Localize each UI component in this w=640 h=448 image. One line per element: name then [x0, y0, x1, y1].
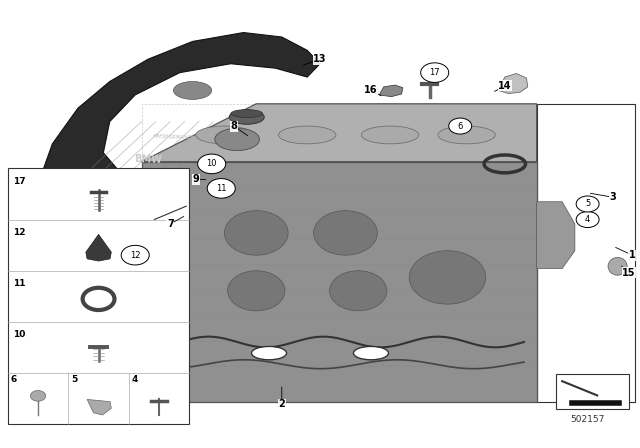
Polygon shape	[33, 33, 320, 220]
Circle shape	[409, 251, 486, 304]
Text: MPERFORMANCE: MPERFORMANCE	[152, 134, 195, 140]
Ellipse shape	[252, 346, 287, 360]
Text: 10: 10	[13, 330, 25, 339]
Text: 14: 14	[498, 81, 511, 91]
Text: 8: 8	[230, 121, 237, 131]
Circle shape	[576, 196, 599, 212]
Ellipse shape	[362, 126, 419, 144]
Circle shape	[330, 271, 387, 311]
Bar	[556, 374, 629, 409]
Text: 2: 2	[278, 399, 285, 409]
Circle shape	[449, 118, 472, 134]
Text: 17: 17	[429, 68, 440, 77]
Text: 12: 12	[130, 251, 140, 260]
Circle shape	[121, 246, 149, 265]
Ellipse shape	[143, 346, 178, 360]
Text: 1: 1	[629, 250, 636, 260]
Text: 13: 13	[313, 54, 327, 64]
Polygon shape	[141, 104, 537, 162]
Polygon shape	[499, 73, 528, 94]
Ellipse shape	[215, 128, 259, 151]
Text: 5: 5	[585, 199, 590, 208]
Polygon shape	[380, 85, 403, 97]
Ellipse shape	[278, 126, 336, 144]
Text: 12: 12	[13, 228, 26, 237]
Text: 3: 3	[610, 192, 616, 202]
Bar	[141, 104, 632, 402]
Polygon shape	[86, 234, 111, 261]
Text: 9: 9	[193, 174, 199, 185]
Text: 5: 5	[72, 375, 77, 384]
Bar	[537, 104, 636, 402]
Polygon shape	[537, 202, 575, 268]
Text: BMW: BMW	[134, 154, 162, 165]
Ellipse shape	[353, 346, 388, 360]
Circle shape	[228, 271, 285, 311]
Text: 7: 7	[167, 219, 173, 229]
Ellipse shape	[438, 126, 495, 144]
Text: 11: 11	[216, 184, 227, 193]
Circle shape	[30, 391, 45, 401]
Polygon shape	[205, 180, 320, 215]
Ellipse shape	[196, 126, 253, 144]
Ellipse shape	[608, 258, 627, 275]
Text: 6: 6	[458, 121, 463, 130]
Text: 6: 6	[11, 375, 17, 384]
Bar	[141, 162, 537, 402]
Ellipse shape	[231, 110, 262, 117]
Ellipse shape	[229, 110, 264, 124]
Circle shape	[420, 63, 449, 82]
Circle shape	[198, 154, 226, 174]
Circle shape	[314, 211, 378, 255]
Circle shape	[576, 211, 599, 228]
Ellipse shape	[173, 82, 212, 99]
Text: 4: 4	[585, 215, 590, 224]
Text: 10: 10	[207, 159, 217, 168]
Circle shape	[207, 179, 236, 198]
Text: 11: 11	[13, 279, 26, 288]
Text: 16: 16	[364, 86, 378, 95]
Text: 4: 4	[132, 375, 138, 384]
Text: 17: 17	[13, 177, 26, 185]
Text: 502157: 502157	[570, 415, 605, 424]
Text: 15: 15	[622, 268, 636, 278]
Polygon shape	[87, 400, 111, 415]
Bar	[8, 168, 189, 424]
Circle shape	[225, 211, 288, 255]
